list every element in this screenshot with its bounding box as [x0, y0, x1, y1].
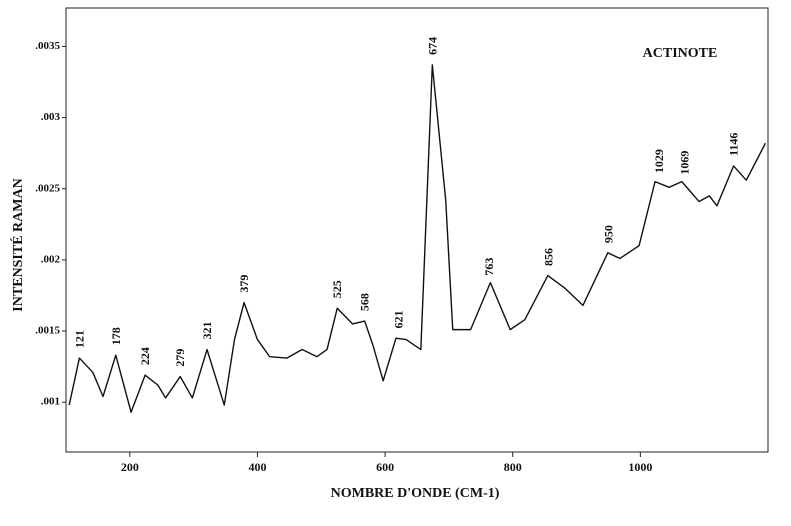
x-tick-label: 1000 — [628, 460, 652, 474]
peak-label: 674 — [425, 37, 439, 55]
peak-label: 568 — [358, 293, 372, 311]
peak-label: 121 — [72, 330, 86, 348]
peak-label: 1146 — [727, 133, 741, 156]
peak-label: 178 — [109, 327, 123, 345]
y-tick-label: .002 — [41, 253, 61, 265]
peak-label: 856 — [541, 248, 555, 266]
plot-frame — [65, 7, 769, 453]
peak-label: 321 — [200, 322, 214, 340]
spectrum-line — [68, 64, 767, 413]
x-axis-label: NOMBRE D'ONDE (CM-1) — [331, 486, 500, 501]
x-tick-label: 800 — [504, 460, 522, 474]
peak-label: 1029 — [652, 149, 666, 173]
x-tick-label: 400 — [248, 460, 266, 474]
peak-label: 379 — [237, 275, 251, 293]
peak-label: 950 — [601, 225, 615, 243]
x-tick-label: 200 — [121, 460, 139, 474]
peak-label: 279 — [173, 349, 187, 367]
annotation: ACTINOTE — [643, 46, 718, 61]
y-tick-label: .001 — [41, 396, 60, 408]
peak-label: 621 — [391, 311, 405, 329]
y-tick-label: .003 — [41, 111, 61, 123]
peak-label: 1069 — [677, 151, 691, 175]
x-tick-label: 600 — [376, 460, 394, 474]
peak-label: 763 — [482, 258, 496, 276]
y-tick-label: .0015 — [35, 325, 60, 337]
y-tick-label: .0035 — [35, 40, 60, 52]
y-axis-label: INTENSITÉ RAMAN — [9, 178, 26, 311]
y-tick-label: .0025 — [35, 182, 60, 194]
peak-label: 224 — [138, 347, 152, 365]
peak-label: 525 — [330, 280, 344, 298]
